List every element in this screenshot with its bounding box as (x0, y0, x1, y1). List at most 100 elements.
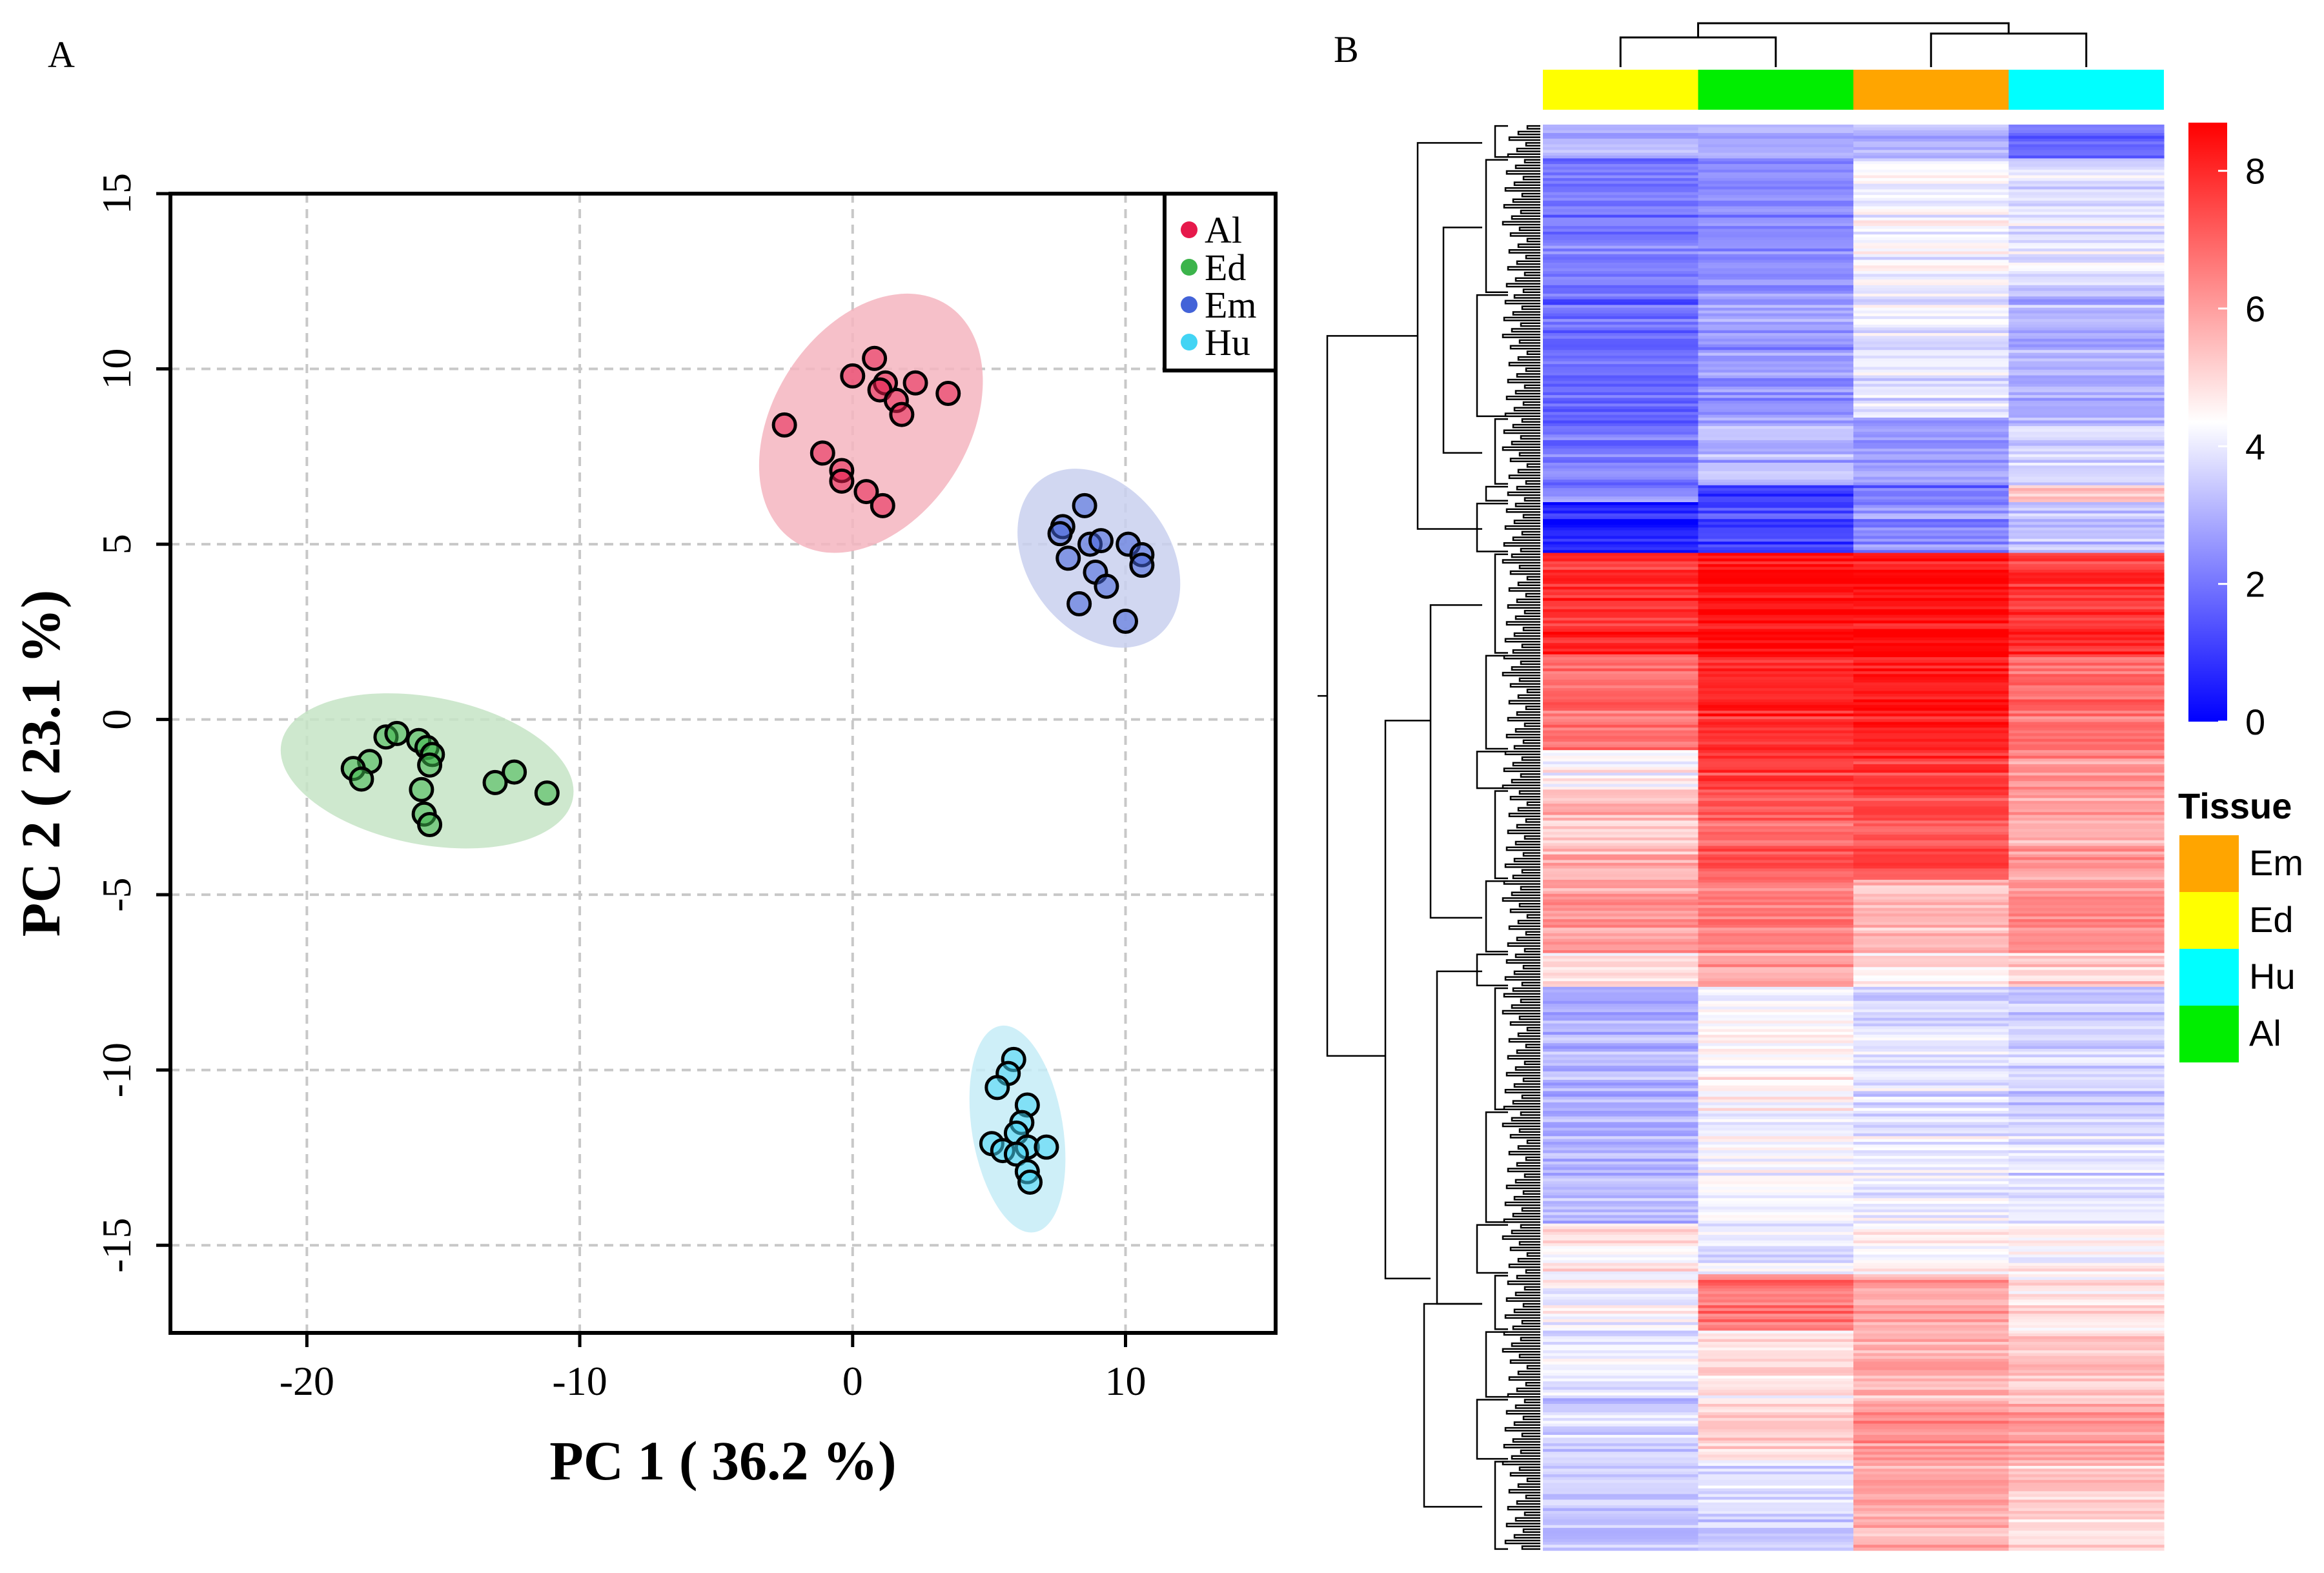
heatmap-cell (1698, 1209, 1854, 1213)
heatmap-cell (2008, 476, 2165, 480)
heatmap-cell (1543, 1421, 1699, 1425)
heatmap-cell (2008, 604, 2165, 607)
heatmap-cell (1698, 133, 1854, 137)
row-dendrogram-leaf (1524, 497, 1540, 502)
heatmap-cell (1853, 804, 2010, 807)
heatmap-cell (2008, 877, 2165, 880)
heatmap-cell (1698, 1497, 1854, 1501)
row-dendrogram-leaf (1502, 1348, 1540, 1353)
heatmap-cell (1698, 344, 1854, 348)
heatmap-cell (1853, 409, 2010, 412)
heatmap-cell (1543, 290, 1699, 294)
heatmap-cell (1853, 1372, 2010, 1376)
heatmap-cell (1853, 524, 2010, 528)
heatmap-cell (2008, 1085, 2165, 1089)
heatmap-cell (1543, 1457, 1699, 1461)
heatmap-cell (2008, 355, 2165, 359)
heatmap-cell (1853, 773, 2010, 776)
heatmap-cell (2008, 809, 2165, 813)
heatmap-cell (2008, 1406, 2165, 1410)
heatmap-cell (1543, 924, 1699, 928)
heatmap-cell (1698, 1454, 1854, 1458)
heatmap-cell (1543, 1545, 1699, 1548)
heatmap-cell (1698, 1435, 1854, 1438)
heatmap-cell (1543, 959, 1699, 962)
heatmap-cell (2008, 400, 2165, 404)
heatmap-cell (1543, 738, 1699, 742)
heatmap-cell (1698, 1316, 1854, 1320)
heatmap-cell (2008, 1302, 2165, 1306)
heatmap-cell (1853, 516, 2010, 520)
heatmap-cell (1543, 445, 1699, 449)
heatmap-cell (1543, 891, 1699, 895)
heatmap-cell (1698, 1460, 1854, 1464)
heatmap-cell (2008, 750, 2165, 754)
point-hu (1017, 1169, 1043, 1195)
heatmap-cell (1853, 998, 2010, 1002)
heatmap-cell (2008, 420, 2165, 424)
heatmap-cell (1698, 538, 1854, 542)
heatmap-cell (1853, 1074, 2010, 1078)
row-dendrogram-leaf (1518, 227, 1540, 231)
heatmap-cell (2008, 1122, 2165, 1126)
heatmap-cell (1698, 1037, 1854, 1041)
heatmap-cell (1543, 1336, 1699, 1340)
heatmap-cell (1698, 414, 1854, 418)
heatmap-cell (1853, 738, 2010, 742)
heatmap-cell (1698, 829, 1854, 833)
heatmap-cell (2008, 125, 2165, 128)
tissue-legend-label-al: Al (2249, 1013, 2281, 1053)
heatmap-cell (1853, 181, 2010, 185)
heatmap-cell (1698, 476, 1854, 480)
heatmap-cell (1853, 702, 2010, 705)
heatmap-cell (1543, 1299, 1699, 1303)
heatmap-cell (1698, 1226, 1854, 1230)
heatmap-cell (1698, 1150, 1854, 1154)
heatmap-cell (1543, 1505, 1699, 1509)
heatmap-cell (2008, 1463, 2165, 1466)
heatmap-cell (1543, 276, 1699, 280)
row-dendrogram-leaf (1503, 1218, 1540, 1223)
heatmap-cell (2008, 767, 2165, 771)
row-dendrogram-leaf (1504, 412, 1540, 418)
heatmap-cell (2008, 1110, 2165, 1114)
heatmap-cell (1698, 480, 1854, 483)
heatmap-cell (1543, 254, 1699, 258)
heatmap-cell (1698, 491, 1854, 494)
heatmap-cell (1698, 1274, 1854, 1278)
point-al (853, 479, 879, 505)
heatmap-cell (1543, 178, 1699, 181)
row-dendrogram-leaf (1507, 829, 1540, 835)
heatmap-cell (1543, 249, 1699, 252)
row-dendrogram-leaf (1525, 1044, 1540, 1048)
heatmap-cell (2008, 617, 2165, 621)
heatmap-cell (1543, 364, 1699, 368)
heatmap-cell (2008, 1398, 2165, 1402)
heatmap-cell (1853, 167, 2010, 170)
column-dendrogram-branch (1619, 36, 1777, 67)
heatmap-cell (1698, 1510, 1854, 1514)
heatmap-cell (1698, 899, 1854, 903)
point-em (1129, 553, 1155, 578)
heatmap-cell (1543, 1403, 1699, 1407)
heatmap-cell (1853, 1353, 2010, 1357)
heatmap-cell (1543, 1079, 1699, 1083)
heatmap-cell (1853, 851, 2010, 855)
heatmap-cell (1543, 333, 1699, 337)
heatmap-cell (1698, 1336, 1854, 1340)
heatmap-cell (1698, 1167, 1854, 1171)
heatmap-cell (1853, 848, 2010, 852)
heatmap-cell (1853, 1440, 2010, 1444)
heatmap-cell (2008, 936, 2165, 940)
heatmap-cell (1543, 274, 1699, 278)
row-dendrogram-leaf (1513, 1195, 1540, 1201)
heatmap-cell (1853, 1153, 2010, 1157)
heatmap-cell (1543, 657, 1699, 661)
heatmap-cell (1853, 581, 2010, 585)
heatmap-cell (1853, 1415, 2010, 1419)
heatmap-cell (1853, 245, 2010, 249)
heatmap-cell (1853, 724, 2010, 728)
